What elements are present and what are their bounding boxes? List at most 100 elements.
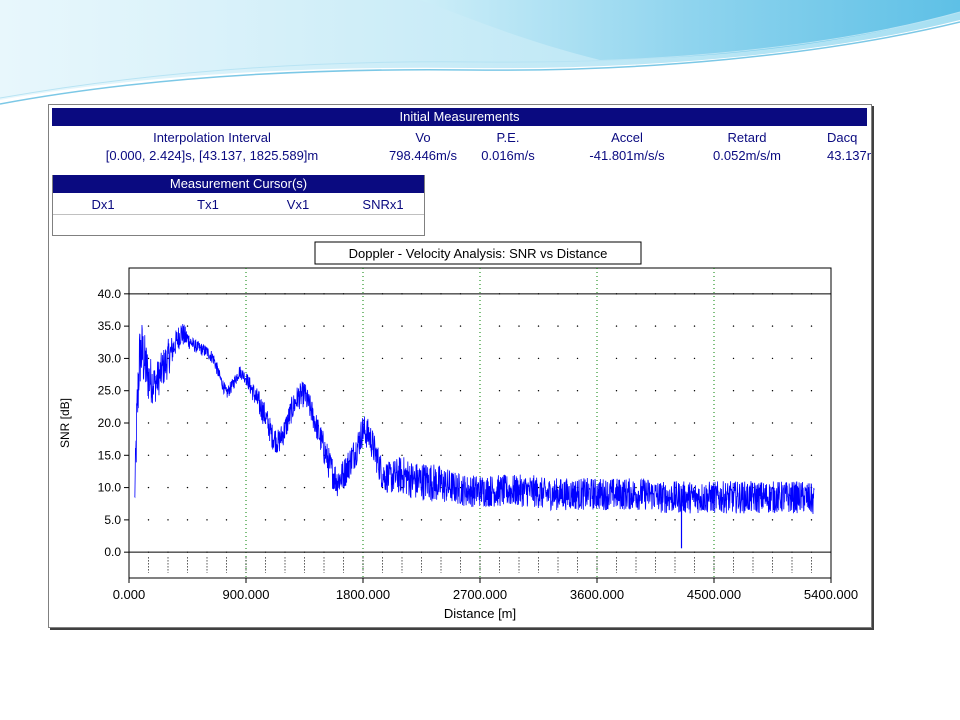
minor-grid-dot — [752, 519, 754, 521]
minor-grid-dot — [693, 325, 696, 327]
minor-grid-dot — [440, 390, 442, 392]
minor-grid-dot — [147, 357, 150, 360]
minor-grid-dot — [810, 325, 813, 327]
y-tick-label: 40.0 — [98, 287, 122, 301]
minor-grid-dot — [420, 422, 423, 424]
minor-grid-dot — [323, 390, 325, 392]
minor-grid-dot — [576, 325, 579, 327]
minor-grid-dot — [303, 357, 306, 360]
col-interpolation-interval: Interpolation Interval — [153, 130, 271, 145]
minor-grid-dot — [147, 454, 150, 456]
minor-grid-dot — [635, 486, 637, 489]
minor-grid-dot — [693, 519, 696, 521]
initial-measurements-value-row: [0.000, 2.424]s, [43.137, 1825.589]m 798… — [52, 147, 871, 164]
minor-grid-dot — [420, 454, 423, 456]
minor-grid-dot — [674, 519, 676, 521]
minor-grid-dot — [186, 519, 189, 521]
minor-grid-dot — [654, 357, 657, 360]
minor-grid-dot — [440, 422, 442, 424]
minor-grid-dot — [791, 422, 793, 424]
minor-grid-dot — [264, 325, 267, 327]
minor-grid-dot — [557, 357, 559, 360]
minor-grid-dot — [284, 454, 286, 456]
minor-grid-dot — [635, 390, 637, 392]
minor-grid-dot — [186, 325, 189, 327]
minor-grid-dot — [498, 454, 501, 456]
minor-grid-dot — [401, 390, 403, 392]
minor-grid-dot — [167, 486, 169, 489]
minor-grid-dot — [225, 325, 228, 327]
minor-grid-dot — [615, 357, 618, 360]
minor-grid-dot — [498, 519, 501, 521]
col-retard: Retard — [727, 130, 767, 145]
x-tick-label: 2700.000 — [453, 587, 507, 602]
x-tick-label: 1800.000 — [336, 587, 390, 602]
minor-grid-dot — [381, 390, 384, 392]
col-pe: P.E. — [496, 130, 520, 145]
measurement-cursor-table: Measurement Cursor(s) Dx1 Tx1 Vx1 SNRx1 — [52, 175, 425, 236]
minor-grid-dot — [791, 325, 793, 327]
minor-grid-dot — [167, 390, 169, 392]
minor-grid-dot — [303, 454, 306, 456]
minor-grid-dot — [771, 422, 774, 424]
measurement-cursor-header: Measurement Cursor(s) — [53, 175, 424, 193]
y-axis-label: SNR [dB] — [58, 398, 72, 448]
minor-grid-dot — [537, 486, 540, 489]
x-tick-label: 4500.000 — [687, 587, 741, 602]
snr-series-line — [134, 324, 815, 514]
minor-grid-dot — [518, 422, 520, 424]
minor-grid-dot — [693, 390, 696, 392]
minor-grid-dot — [186, 357, 189, 360]
minor-grid-dot — [791, 390, 793, 392]
chart-title: Doppler - Velocity Analysis: SNR vs Dist… — [349, 246, 608, 261]
minor-grid-dot — [420, 390, 423, 392]
minor-grid-dot — [635, 422, 637, 424]
minor-grid-dot — [576, 390, 579, 392]
minor-grid-dot — [752, 357, 754, 360]
minor-grid-dot — [303, 486, 306, 489]
minor-grid-dot — [635, 454, 637, 456]
minor-grid-dot — [693, 357, 696, 360]
minor-grid-dot — [186, 390, 189, 392]
y-tick-label: 0.0 — [104, 545, 121, 559]
x-tick-label: 900.000 — [223, 587, 270, 602]
minor-grid-dot — [303, 422, 306, 424]
measurement-cursor-title: Measurement Cursor(s) — [169, 176, 308, 191]
minor-grid-dot — [693, 422, 696, 424]
snr-vs-distance-chart[interactable]: Doppler - Velocity Analysis: SNR vs Dist… — [49, 237, 871, 627]
minor-grid-dot — [381, 454, 384, 456]
minor-grid-dot — [167, 519, 169, 521]
minor-grid-dot — [342, 422, 345, 424]
minor-grid-dot — [167, 325, 169, 327]
minor-grid-dot — [186, 454, 189, 456]
minor-grid-dot — [264, 390, 267, 392]
minor-grid-dot — [401, 486, 403, 489]
minor-grid-dot — [498, 390, 501, 392]
y-tick-label: 35.0 — [98, 319, 122, 333]
minor-grid-dot — [615, 454, 618, 456]
value-accel: -41.801m/s/s — [589, 148, 665, 163]
minor-grid-dot — [206, 357, 208, 360]
minor-grid-dot — [518, 519, 520, 521]
x-tick-label: 0.000 — [113, 587, 146, 602]
value-interpolation-interval: [0.000, 2.424]s, [43.137, 1825.589]m — [105, 148, 319, 163]
minor-grid-dot — [557, 486, 559, 489]
minor-grid-dot — [323, 357, 325, 360]
minor-grid-dot — [342, 454, 345, 456]
minor-grid-dot — [225, 486, 228, 489]
minor-grid-dot — [752, 390, 754, 392]
minor-grid-dot — [674, 422, 676, 424]
minor-grid-dot — [284, 519, 286, 521]
minor-grid-dot — [381, 422, 384, 424]
minor-grid-dot — [206, 325, 208, 327]
x-axis-ticks: 0.000 900.000 1800.000 2700.000 3600.000 4500… — [113, 578, 858, 602]
minor-grid-dot — [186, 422, 189, 424]
initial-measurements-header: Initial Measurements — [52, 108, 867, 126]
minor-grid-dot — [401, 325, 403, 327]
minor-grid-dot — [264, 357, 267, 360]
minor-grid-dot — [342, 357, 345, 360]
col-vo: Vo — [415, 130, 431, 145]
minor-grid-dot — [791, 519, 793, 521]
minor-grid-dot — [420, 519, 423, 521]
minor-grid-dot — [576, 454, 579, 456]
